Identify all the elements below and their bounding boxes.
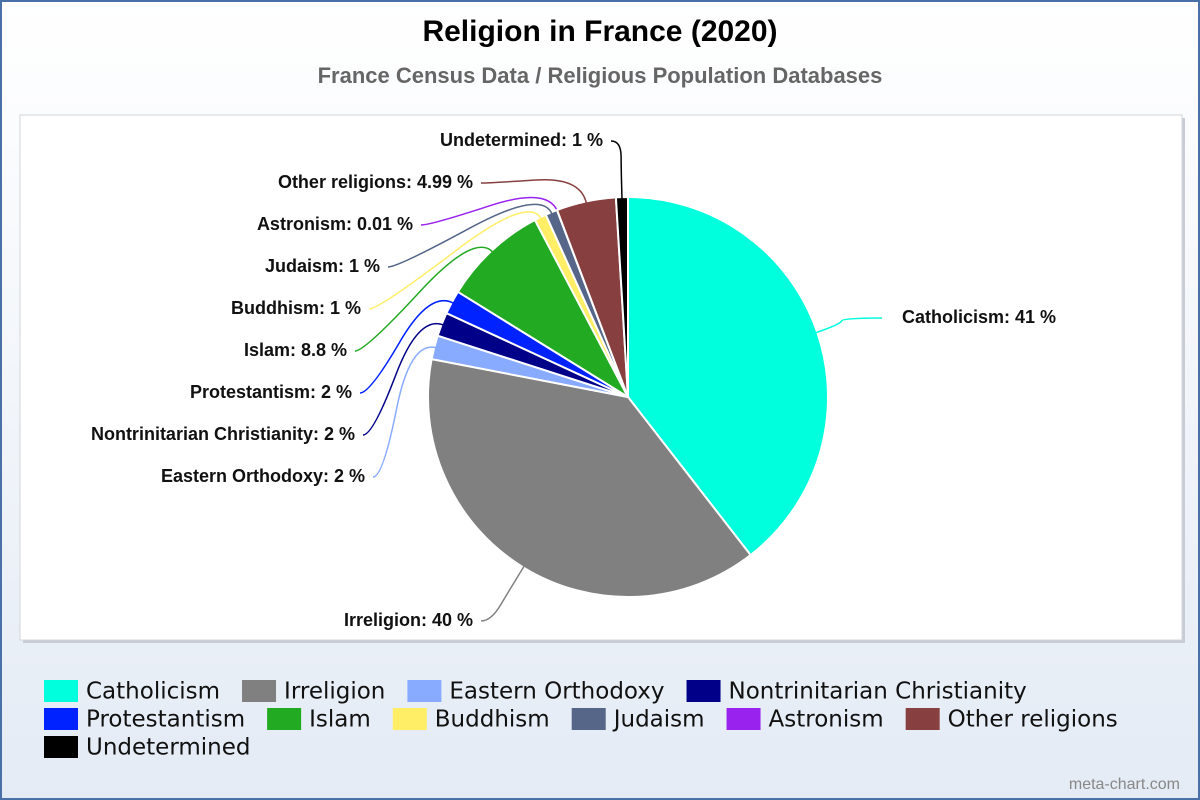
legend-swatch: [571, 708, 606, 730]
leader-line: [420, 196, 559, 226]
legend-swatch: [44, 680, 78, 702]
data-label: Nontrinitarian Christianity: 2 %: [91, 424, 355, 444]
data-label: Catholicism: 41 %: [902, 307, 1056, 327]
leader-line: [354, 246, 494, 352]
legend-swatch: [392, 708, 427, 730]
legend-label: Eastern Orthodoxy: [449, 679, 664, 705]
data-label: Protestantism: 2 %: [190, 382, 352, 402]
leader-line: [359, 299, 454, 394]
data-label: Astronism: 0.01 %: [257, 214, 413, 234]
data-label: Undetermined: 1 %: [440, 130, 603, 150]
legend-label: Nontrinitarian Christianity: [729, 679, 1027, 705]
legend-swatch: [686, 680, 721, 702]
data-label: Judaism: 1 %: [265, 256, 380, 276]
legend-label: Undetermined: [86, 735, 251, 761]
leader-line: [362, 322, 444, 436]
legend-swatch: [242, 680, 277, 702]
data-label: Islam: 8.8 %: [244, 340, 347, 360]
leader-line: [372, 346, 437, 478]
leader-line: [368, 211, 542, 310]
data-label: Irreligion: 40 %: [344, 610, 473, 630]
legend-swatch: [726, 708, 761, 730]
leader-line: [480, 178, 588, 204]
legend-label: Irreligion: [284, 679, 385, 705]
legend-swatch: [905, 708, 940, 730]
legend-label: Catholicism: [86, 679, 220, 705]
leader-line: [387, 203, 553, 268]
watermark: meta-chart.com: [1069, 776, 1180, 793]
leader-line: [480, 565, 526, 622]
legend-label: Astronism: [769, 707, 884, 733]
legend-swatch: [267, 708, 302, 730]
leader-line: [610, 140, 623, 200]
chart-title: Religion in France (2020): [422, 15, 777, 48]
legend-label: Other religions: [948, 707, 1118, 733]
legend-swatch: [44, 736, 78, 758]
legend-swatch: [407, 680, 442, 702]
data-label: Eastern Orthodoxy: 2 %: [161, 466, 365, 486]
legend-label: Islam: [309, 707, 371, 733]
data-label: Other religions: 4.99 %: [278, 172, 473, 192]
leader-line: [815, 317, 883, 334]
data-label: Buddhism: 1 %: [231, 298, 361, 318]
legend-label: Judaism: [612, 707, 705, 733]
legend-label: Buddhism: [435, 707, 550, 733]
chart-subtitle: France Census Data / Religious Populatio…: [318, 63, 883, 88]
legend-swatch: [44, 708, 78, 730]
legend-label: Protestantism: [86, 707, 245, 733]
